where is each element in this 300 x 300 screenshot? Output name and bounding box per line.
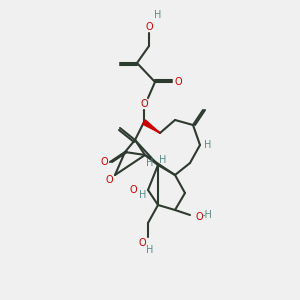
Text: H: H — [139, 190, 147, 200]
Text: O: O — [100, 157, 108, 167]
Polygon shape — [142, 120, 160, 133]
Text: H: H — [146, 158, 154, 168]
Text: -H: -H — [202, 210, 212, 220]
Text: O: O — [105, 175, 113, 185]
Text: H: H — [204, 140, 212, 150]
Text: O: O — [195, 212, 203, 222]
Text: O: O — [145, 22, 153, 32]
Text: H: H — [159, 155, 167, 165]
Text: O: O — [129, 185, 137, 195]
Text: H: H — [146, 245, 154, 255]
Text: O: O — [138, 238, 146, 248]
Text: O: O — [174, 77, 182, 87]
Text: H: H — [154, 10, 162, 20]
Text: O: O — [140, 99, 148, 109]
